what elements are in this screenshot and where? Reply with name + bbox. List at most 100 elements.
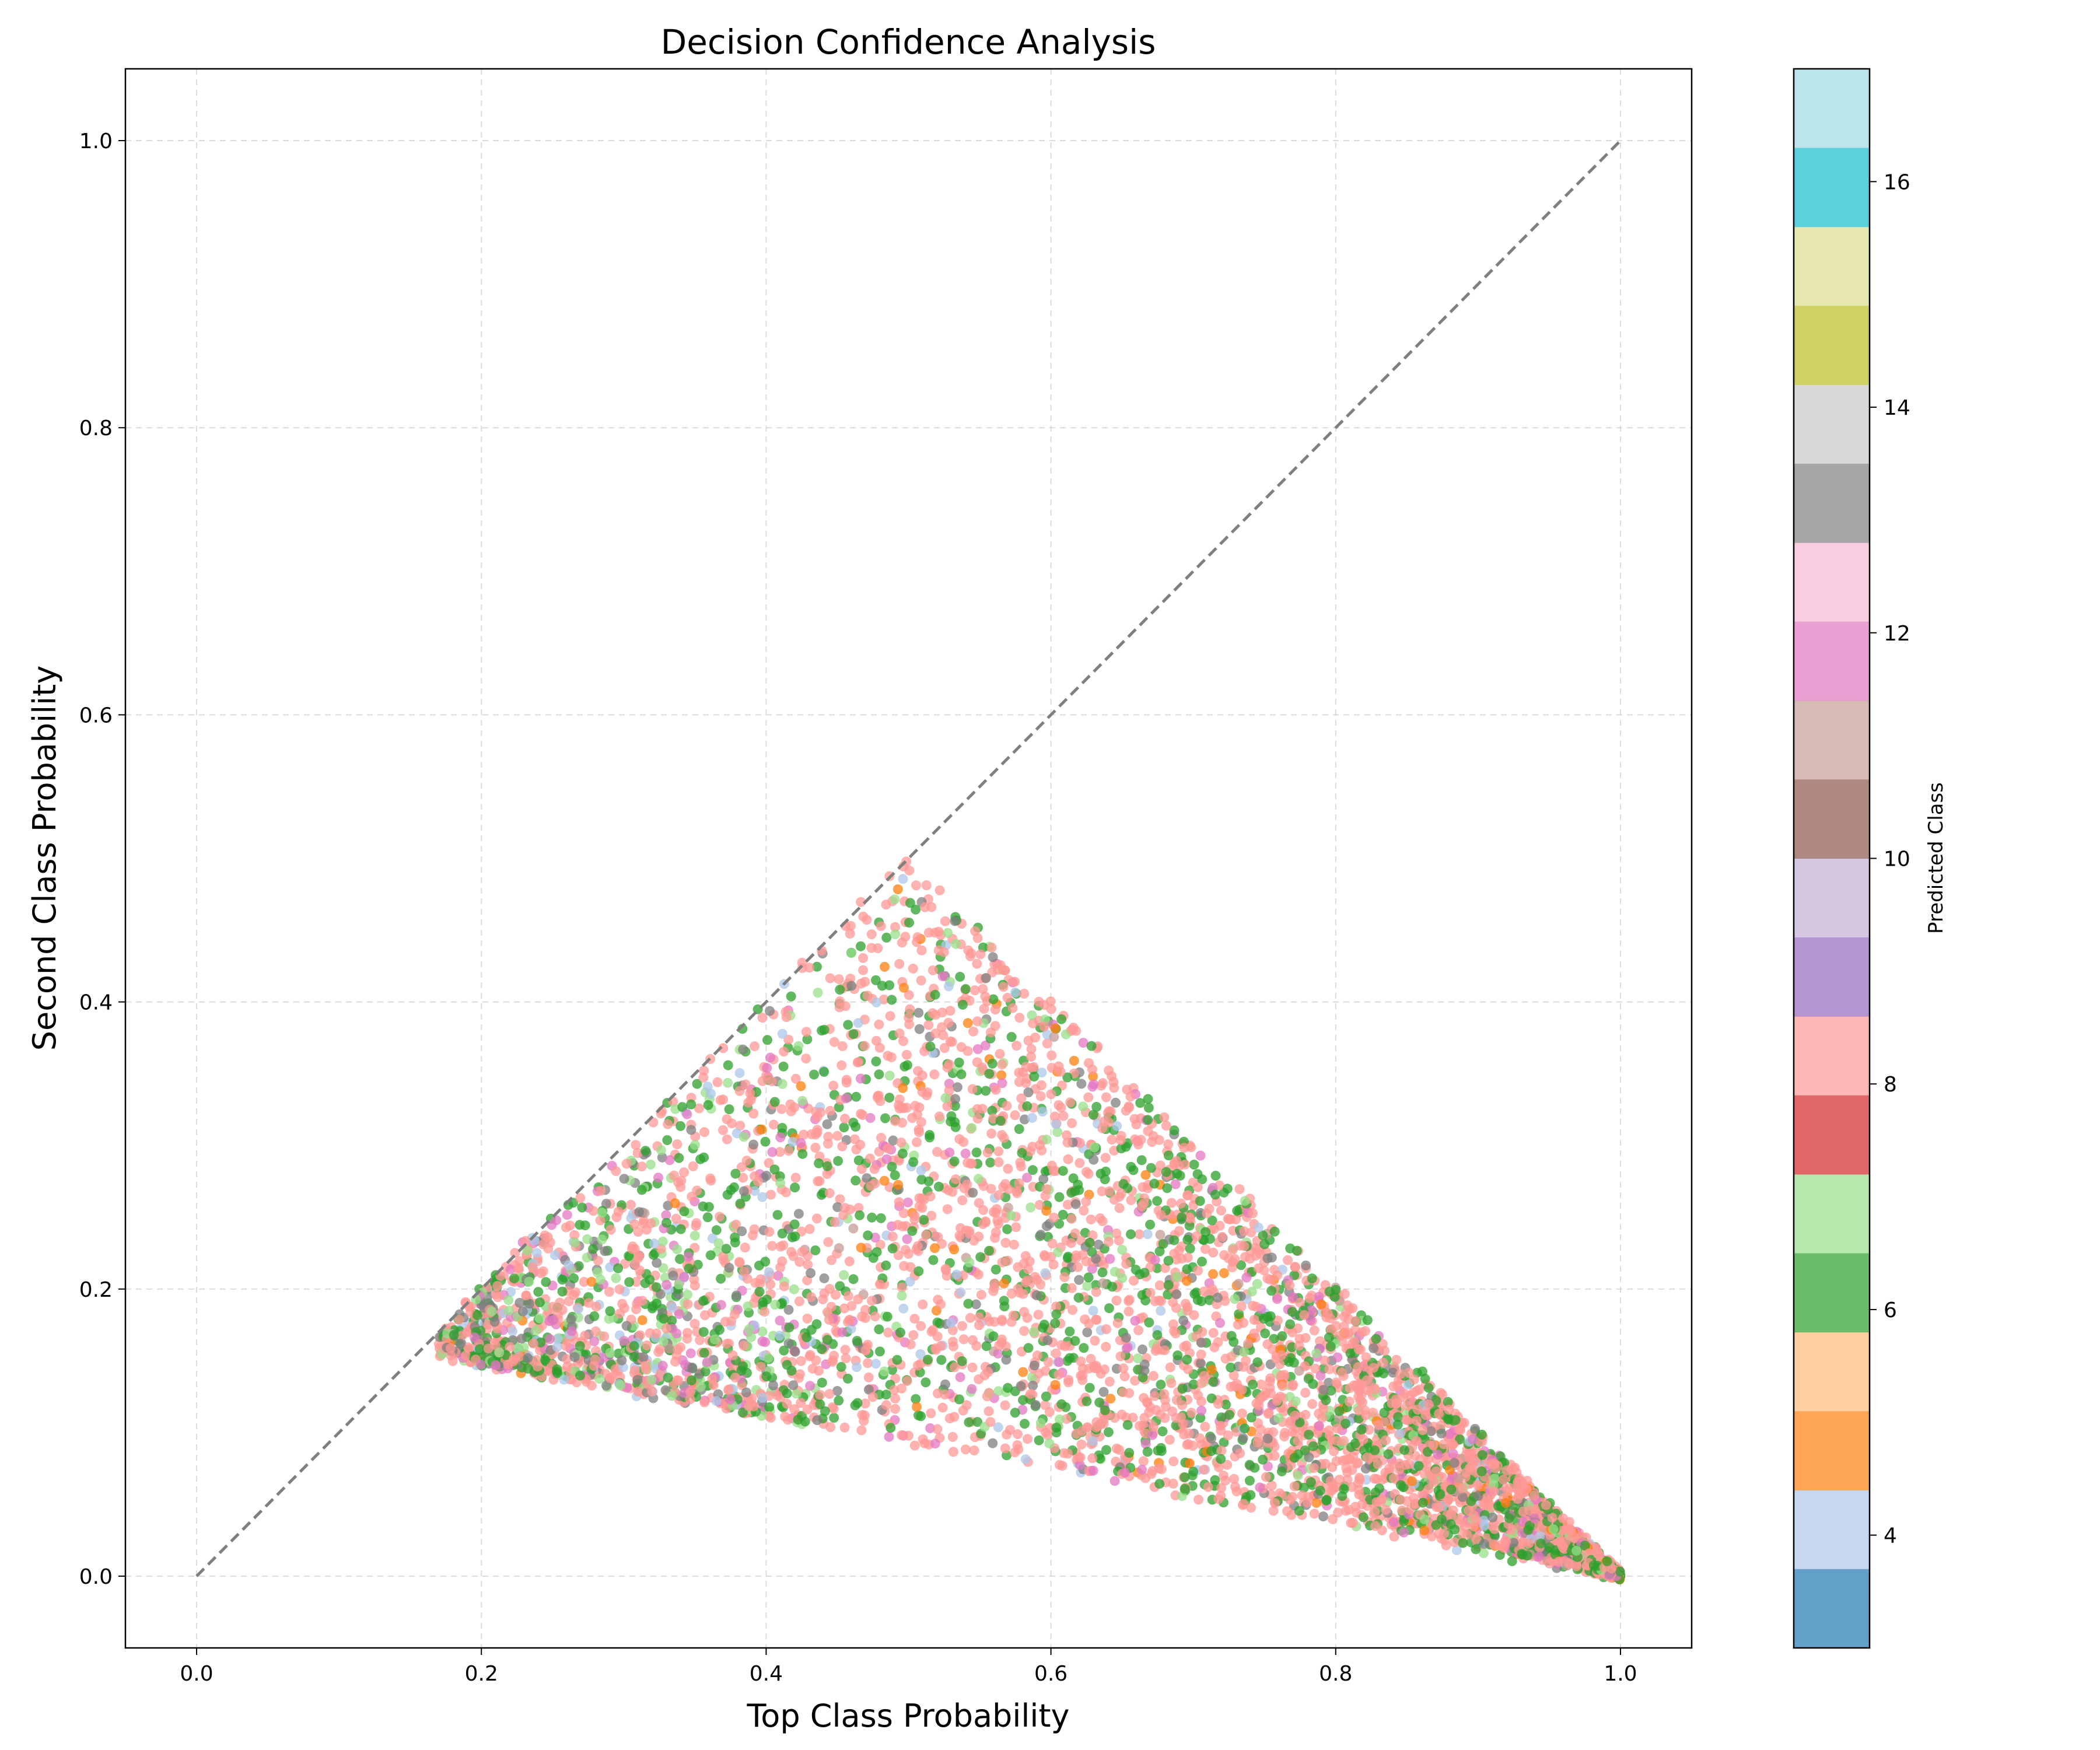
scatter-point (610, 1364, 621, 1374)
scatter-point (817, 1377, 827, 1388)
scatter-point (1044, 1407, 1055, 1417)
scatter-point (1104, 1377, 1115, 1387)
scatter-point (1197, 1326, 1208, 1337)
scatter-point (999, 1133, 1009, 1143)
scatter-point (1226, 1214, 1236, 1224)
scatter-point (1423, 1382, 1434, 1393)
scatter-point (1108, 1077, 1119, 1087)
scatter-point (765, 1412, 776, 1423)
scatter-point (882, 1311, 892, 1322)
scatter-point (1196, 1296, 1206, 1307)
scatter-point (551, 1215, 562, 1226)
scatter-point (1035, 1418, 1046, 1428)
scatter-point (1150, 1391, 1160, 1401)
scatter-point (1100, 1405, 1110, 1415)
scatter-point (1395, 1494, 1406, 1505)
scatter-point (876, 921, 886, 932)
scatter-point (793, 1373, 804, 1383)
scatter-point (992, 1215, 1003, 1226)
scatter-point (1103, 1427, 1114, 1437)
scatter-point (988, 994, 999, 1005)
scatter-point (1203, 1482, 1213, 1492)
scatter-point (912, 932, 923, 943)
scatter-point (1010, 977, 1020, 987)
scatter-point (835, 1194, 845, 1205)
scatter-point (901, 1102, 912, 1113)
scatter-point (1272, 1394, 1283, 1404)
scatter-point (1088, 1306, 1098, 1316)
scatter-point (1098, 1278, 1108, 1289)
scatter-point (874, 1069, 884, 1080)
scatter-point (1174, 1245, 1184, 1256)
scatter-point (684, 1264, 694, 1274)
scatter-point (1000, 1238, 1011, 1248)
scatter-point (904, 1019, 915, 1030)
scatter-point (810, 1143, 821, 1153)
scatter-point (636, 1185, 647, 1195)
scatter-point (1547, 1513, 1558, 1523)
scatter-point (1344, 1396, 1354, 1407)
scatter-point (766, 1189, 776, 1200)
scatter-point (503, 1306, 514, 1316)
scatter-point (1309, 1508, 1320, 1519)
scatter-point (686, 1375, 696, 1385)
scatter-point (1205, 1295, 1214, 1306)
scatter-point (1339, 1484, 1349, 1494)
scatter-point (1370, 1384, 1380, 1395)
scatter-point (1303, 1374, 1314, 1384)
scatter-point (1388, 1367, 1398, 1378)
scatter-point (796, 1138, 806, 1148)
scatter-point (820, 1406, 830, 1416)
scatter-point (1299, 1310, 1310, 1320)
scatter-point (944, 1147, 955, 1158)
scatter-point (1282, 1506, 1292, 1517)
scatter-point (1069, 1056, 1079, 1066)
scatter-point (790, 1073, 801, 1084)
scatter-point (779, 1345, 789, 1356)
scatter-point (1197, 1256, 1207, 1267)
scatter-point (748, 1108, 759, 1119)
scatter-point (1418, 1425, 1428, 1436)
scatter-point (1306, 1477, 1316, 1488)
scatter-point (856, 941, 866, 951)
scatter-point (673, 1345, 683, 1355)
scatter-point (671, 1213, 681, 1224)
scatter-point (577, 1202, 587, 1213)
scatter-point (916, 1411, 926, 1422)
scatter-point (840, 1114, 850, 1124)
scatter-point (708, 1380, 719, 1391)
scatter-point (775, 1132, 786, 1143)
scatter-point (463, 1342, 473, 1353)
scatter-point (963, 1298, 974, 1309)
scatter-point (1337, 1367, 1348, 1378)
scatter-point (762, 1035, 772, 1045)
scatter-point (907, 1226, 918, 1236)
scatter-point (928, 965, 938, 975)
scatter-point (815, 1390, 825, 1400)
scatter-point (1065, 1097, 1076, 1108)
scatter-point (566, 1326, 577, 1336)
scatter-point (1196, 1405, 1207, 1416)
scatter-point (1434, 1409, 1444, 1419)
scatter-point (1130, 1315, 1140, 1326)
scatter-point (1012, 1186, 1022, 1196)
scatter-point (1252, 1437, 1263, 1448)
scatter-point (960, 1444, 971, 1455)
scatter-point (846, 1324, 856, 1334)
scatter-point (735, 1121, 746, 1131)
scatter-point (1075, 1138, 1085, 1148)
scatter-point (1104, 1065, 1114, 1076)
scatter-point (846, 981, 857, 991)
scatter-point (1356, 1424, 1367, 1435)
scatter-point (1370, 1488, 1381, 1497)
scatter-point (1035, 1140, 1045, 1150)
scatter-point (540, 1230, 550, 1241)
scatter-point (1051, 1119, 1061, 1129)
scatter-point (1032, 1350, 1042, 1361)
scatter-point (1022, 1172, 1032, 1183)
scatter-point (1030, 1272, 1040, 1282)
scatter-point (1572, 1545, 1582, 1556)
scatter-point (1234, 1309, 1244, 1320)
scatter-point (1295, 1297, 1306, 1308)
scatter-point (930, 1438, 940, 1449)
